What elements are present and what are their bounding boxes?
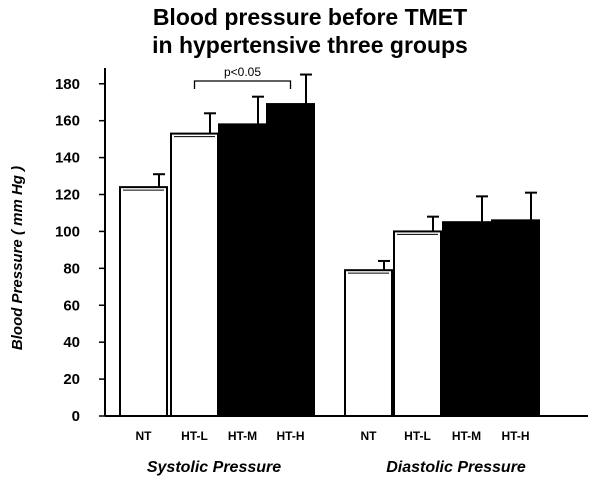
- significance-bracket: [193, 80, 292, 89]
- bar-diastolic-ht-h: [491, 219, 540, 417]
- y-tick-label: 80: [63, 260, 80, 277]
- x-category-label: NT: [361, 429, 378, 443]
- x-category-label: HT-H: [277, 429, 305, 443]
- bar-systolic-ht-m: [218, 123, 267, 417]
- bar-diastolic-nt: [344, 269, 393, 417]
- chart-title-line-1: Blood pressure before TMET: [153, 4, 467, 30]
- y-tick-label: 0: [72, 408, 80, 425]
- y-tick-label: 40: [63, 334, 80, 351]
- x-category-label: HT-H: [502, 429, 530, 443]
- y-tick-label: 100: [55, 223, 80, 240]
- y-axis-label: Blood Pressure ( mm Hg ): [9, 166, 26, 350]
- chart-title-line-2: in hypertensive three groups: [152, 32, 468, 58]
- group-label: Systolic Pressure: [147, 459, 281, 476]
- y-tick-label: 160: [55, 113, 80, 130]
- bar-systolic-ht-h: [266, 103, 315, 417]
- y-tick-label: 60: [63, 297, 80, 314]
- x-category-label: NT: [136, 429, 153, 443]
- y-tick-label: 180: [55, 76, 80, 93]
- bar-systolic-ht-l: [170, 132, 219, 417]
- x-category-label: HT-L: [181, 429, 208, 443]
- x-category-label: HT-L: [404, 429, 431, 443]
- x-category-label: HT-M: [228, 429, 257, 443]
- bar-diastolic-ht-m: [442, 221, 491, 417]
- group-label: Diastolic Pressure: [386, 459, 526, 476]
- x-category-label: HT-M: [452, 429, 481, 443]
- significance-label: p<0.05: [224, 65, 261, 79]
- y-tick-label: 20: [63, 371, 80, 388]
- y-tick-label: 120: [55, 187, 80, 204]
- y-tick-label: 140: [55, 150, 80, 167]
- bar-diastolic-ht-l: [393, 230, 442, 417]
- bar-systolic-nt: [119, 186, 168, 417]
